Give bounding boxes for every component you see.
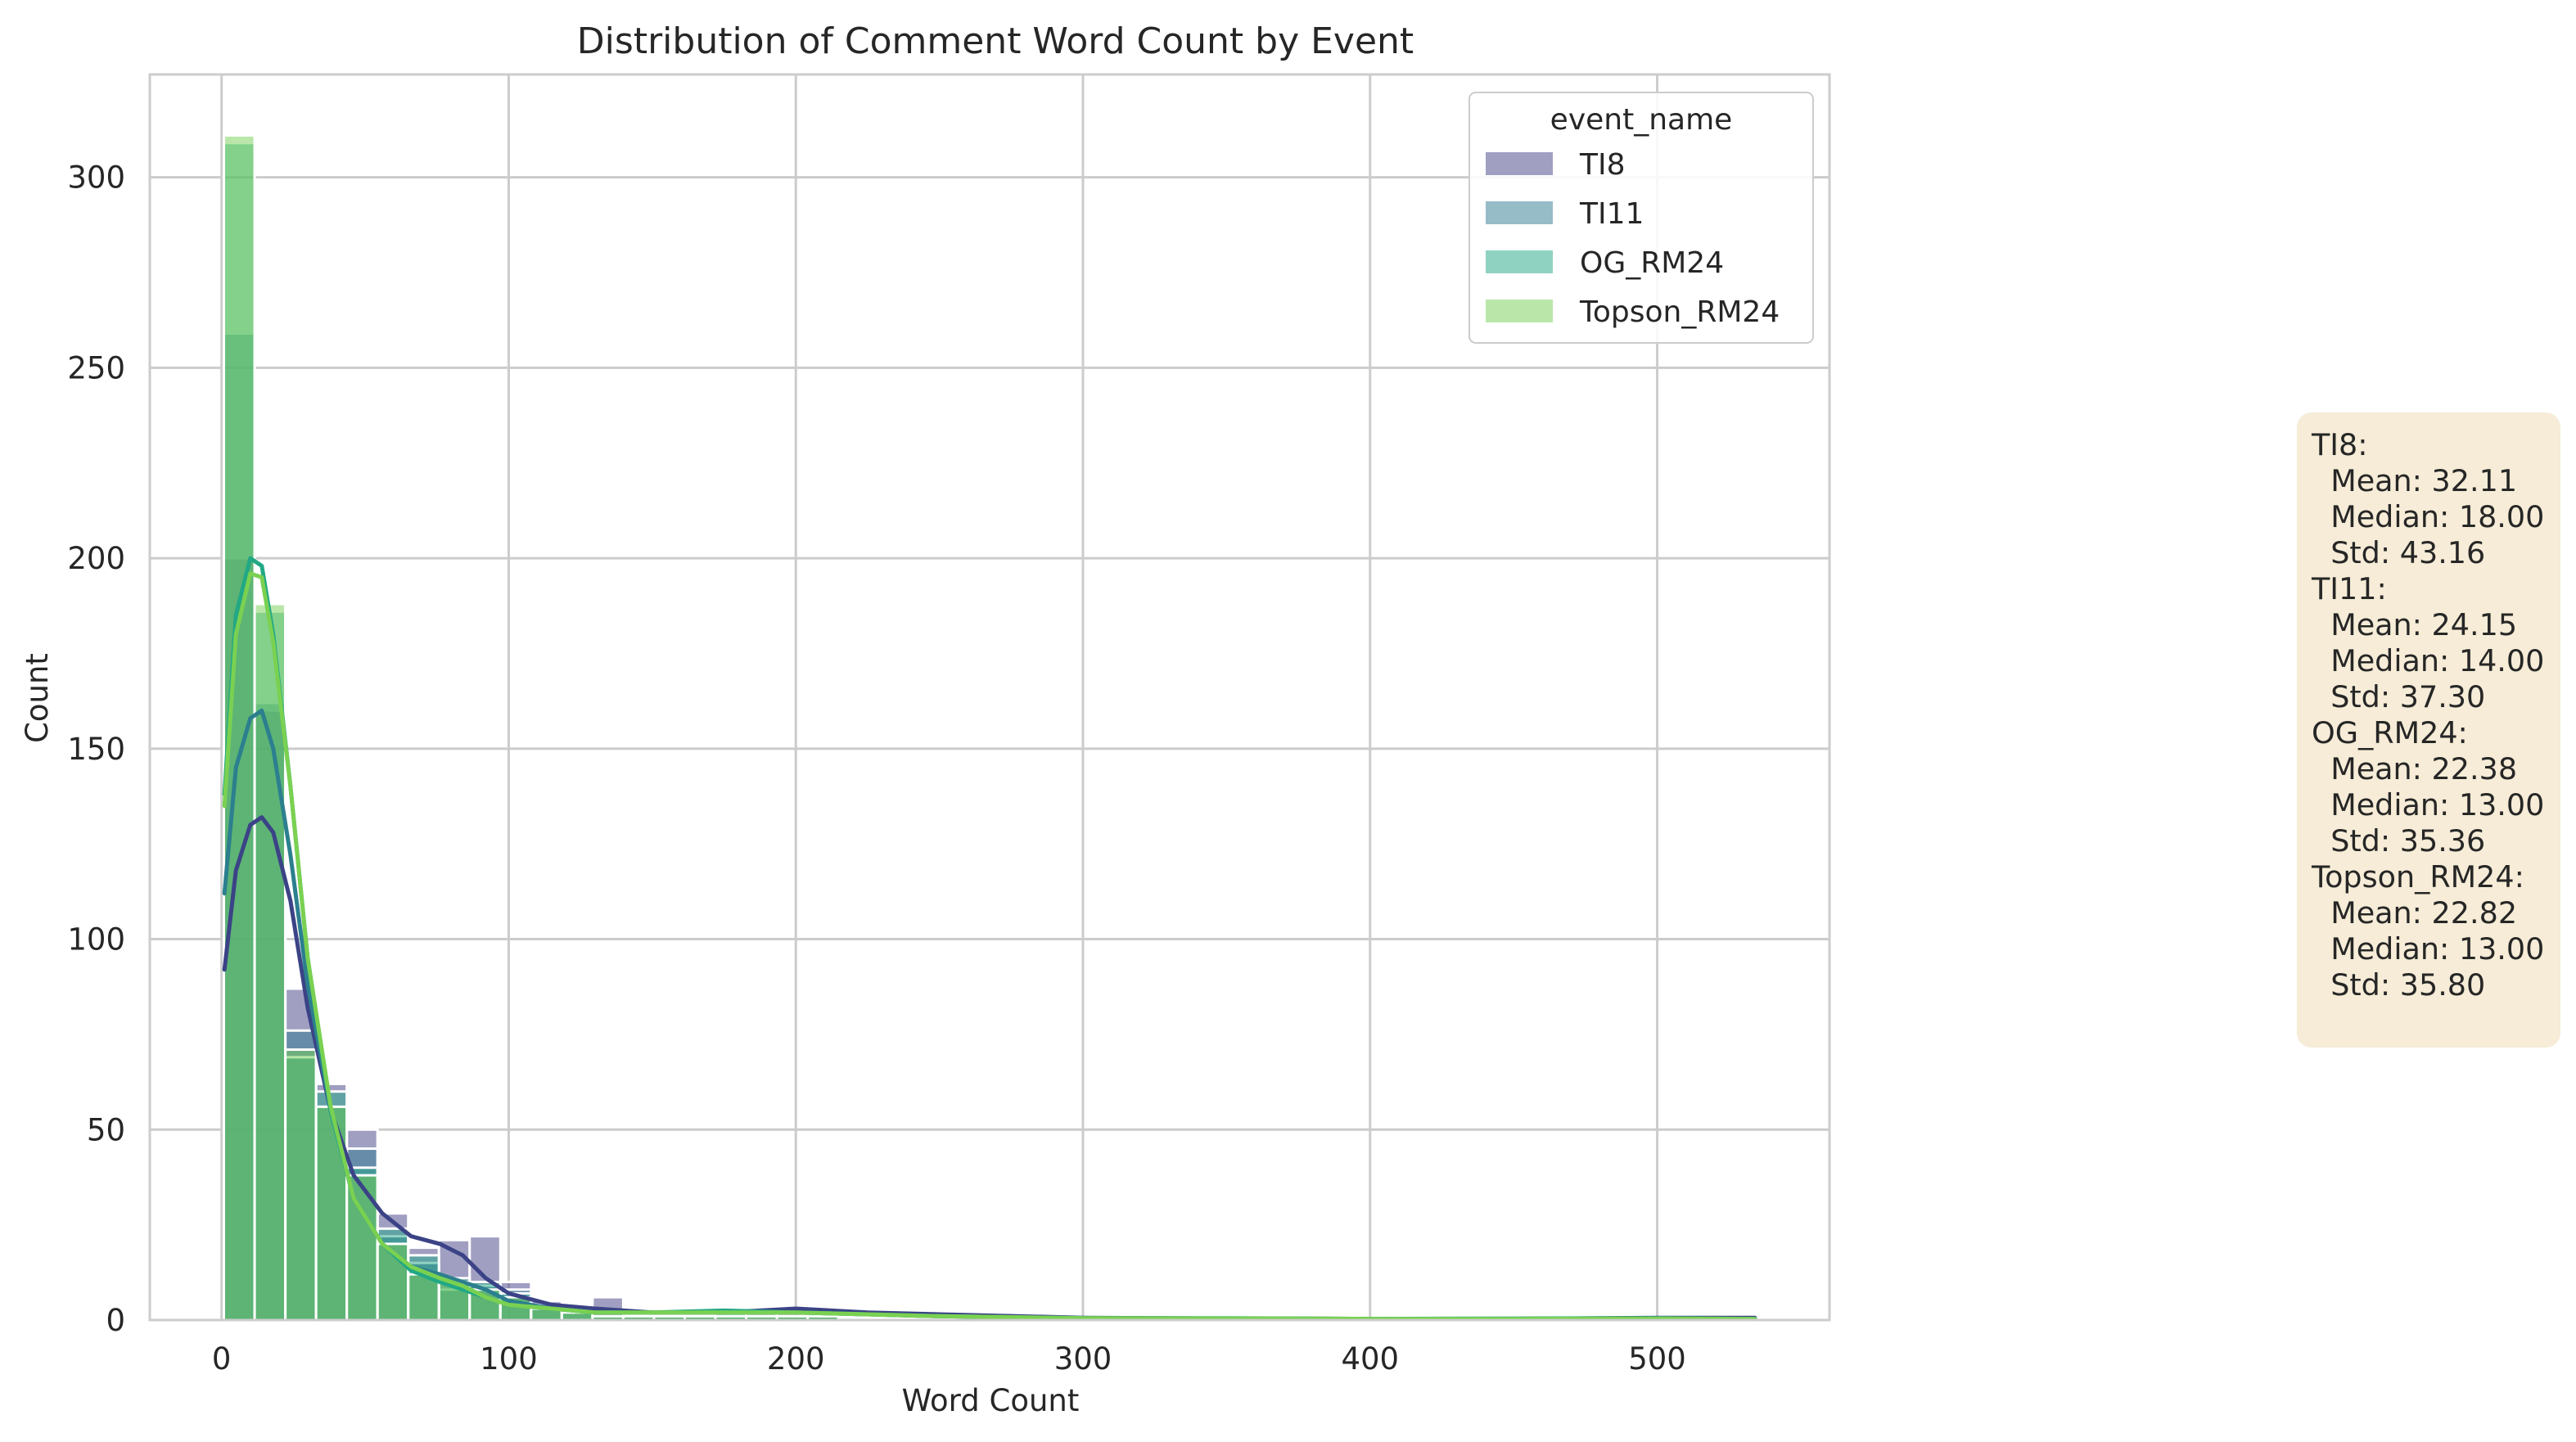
kde-line-Topson_RM24 (222, 571, 1757, 1322)
stats-line: Mean: 22.82 (2312, 895, 2518, 931)
x-tick-label: 0 (212, 1341, 232, 1377)
axis-ticks: 0 100 200 300 400 500 0 50 100 150 200 250 300 (67, 160, 1685, 1377)
histogram-bars (222, 133, 840, 1322)
y-tick-label: 250 (67, 350, 125, 385)
x-tick-label: 100 (480, 1341, 538, 1377)
legend-title: event_name (1550, 103, 1733, 137)
stats-line: TI8: (2312, 427, 2368, 462)
stats-line: Mean: 22.38 (2312, 751, 2518, 786)
stats-line: Mean: 24.15 (2312, 607, 2518, 642)
histogram-bar (284, 1048, 318, 1322)
stats-line: Std: 43.16 (2312, 535, 2486, 570)
legend-swatch (1486, 152, 1553, 175)
legend-label: Topson_RM24 (1579, 295, 1780, 329)
kde-line-TI11 (222, 708, 1757, 1322)
legend-label: OG_RM24 (1580, 246, 1724, 280)
histogram-bar (376, 1242, 410, 1322)
plot-frame (148, 73, 1831, 1322)
stats-line: Mean: 32.11 (2312, 463, 2518, 498)
bar-series-Topson_RM24 (222, 133, 840, 1322)
y-tick-label: 0 (106, 1303, 125, 1338)
kde-curves (222, 556, 1757, 1322)
y-tick-label: 50 (87, 1112, 125, 1147)
y-tick-label: 150 (67, 732, 125, 767)
y-axis-label: Count (20, 653, 55, 743)
x-tick-label: 400 (1341, 1341, 1399, 1377)
stats-line: Topson_RM24: (2312, 859, 2524, 894)
legend: event_name TI8 TI11 OG_RM24 Topson_RM24 (1468, 92, 1814, 344)
histogram-bar (253, 602, 287, 1322)
legend-swatch (1486, 250, 1553, 273)
stats-line: Median: 13.00 (2312, 931, 2545, 967)
y-tick-label: 200 (67, 541, 125, 576)
x-axis-label: Word Count (902, 1383, 1080, 1418)
x-tick-label: 500 (1628, 1341, 1686, 1377)
stats-line: Std: 37.30 (2312, 679, 2486, 714)
y-tick-label: 300 (67, 160, 125, 196)
x-tick-label: 300 (1054, 1341, 1112, 1377)
summary-stats-box: TI8: Mean: 32.11 Median: 18.00 Std: 43.1… (2297, 412, 2560, 1048)
stats-line: Median: 18.00 (2312, 499, 2545, 534)
stats-line: OG_RM24: (2312, 715, 2468, 750)
chart-title: Distribution of Comment Word Count by Ev… (577, 20, 1414, 62)
stats-line: Std: 35.80 (2312, 967, 2486, 1003)
x-tick-label: 200 (767, 1341, 825, 1377)
stats-line: Median: 13.00 (2312, 787, 2545, 822)
y-tick-label: 100 (67, 922, 125, 958)
stats-line: TI11: (2312, 571, 2387, 606)
stats-line: Std: 35.36 (2312, 823, 2486, 858)
legend-box (1468, 92, 1814, 344)
legend-label: TI8 (1579, 148, 1626, 182)
legend-swatch (1486, 201, 1553, 224)
legend-label: TI11 (1579, 197, 1644, 231)
stats-line: Median: 14.00 (2312, 643, 2545, 678)
legend-swatch (1486, 300, 1553, 322)
